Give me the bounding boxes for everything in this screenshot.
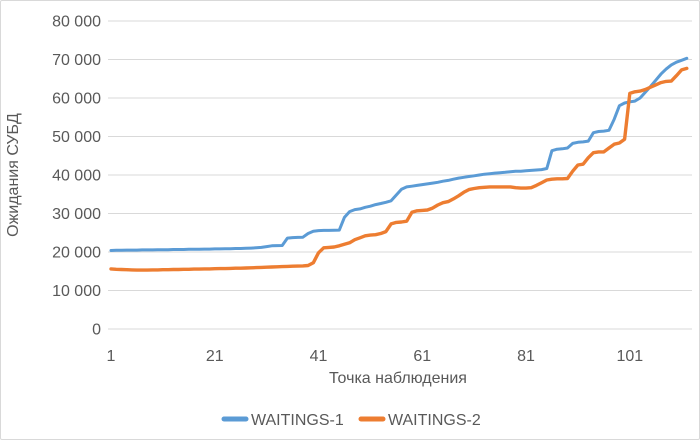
legend-label-waitings-1: WAITINGS-1 (251, 412, 344, 429)
x-axis-title: Точка наблюдения (329, 370, 467, 387)
y-tick-label: 10 000 (52, 283, 101, 300)
y-tick-label: 0 (92, 322, 101, 339)
x-tick-label: 101 (616, 348, 643, 365)
y-tick-label: 20 000 (52, 245, 101, 262)
legend-label-waitings-2: WAITINGS-2 (388, 412, 481, 429)
y-axis-title: Ожидания СУБД (5, 113, 22, 237)
y-tick-label: 70 000 (52, 52, 101, 69)
y-tick-label: 30 000 (52, 206, 101, 223)
y-axis-tick-labels: 0 10 000 20 000 30 000 40 000 50 000 60 000 70 … (52, 14, 101, 339)
gridlines (108, 20, 692, 330)
x-tick-label: 81 (517, 348, 535, 365)
x-tick-label: 41 (310, 348, 328, 365)
x-tick-label: 1 (107, 348, 116, 365)
series-line-waitings-2 (109, 66, 689, 272)
y-tick-label: 60 000 (52, 91, 101, 108)
x-axis-tick-labels: 1 21 41 61 81 101 (107, 348, 644, 365)
x-tick-label: 21 (206, 348, 224, 365)
y-tick-label: 50 000 (52, 129, 101, 146)
legend: WAITINGS-1 WAITINGS-2 (221, 412, 481, 429)
series-line-waitings-1 (109, 56, 689, 252)
series-lines (109, 56, 689, 272)
y-tick-label: 80 000 (52, 14, 101, 31)
x-tick-label: 61 (413, 348, 431, 365)
y-tick-label: 40 000 (52, 168, 101, 185)
